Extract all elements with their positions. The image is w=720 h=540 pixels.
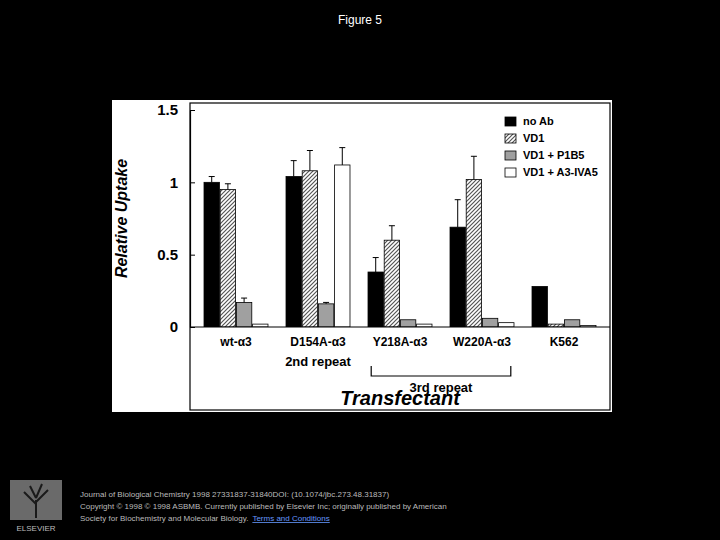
bar	[532, 286, 547, 327]
bar	[204, 182, 219, 327]
logo-emblem	[10, 480, 62, 520]
error-bar	[291, 161, 297, 177]
bar	[400, 320, 415, 327]
legend-swatch	[505, 117, 516, 126]
y-tick-mark	[190, 182, 195, 183]
x-tick-label: Y218A-α3	[373, 335, 428, 349]
bar	[384, 240, 399, 327]
logo-tree	[24, 484, 48, 518]
y-tick: 1.5	[157, 101, 195, 118]
y-tick-mark	[190, 255, 195, 256]
x-tick: wt-α3	[219, 327, 252, 349]
bar-series	[220, 151, 563, 327]
x-tick-label: K562	[550, 335, 579, 349]
y-tick-mark	[190, 110, 195, 111]
citation-line: Journal of Biological Chemistry 1998 273…	[80, 490, 389, 499]
legend-item: VD1	[505, 132, 544, 144]
bar	[286, 177, 301, 327]
y-tick: 1	[170, 174, 195, 191]
legend-swatch	[505, 134, 516, 143]
x-axis-title: Transfectant	[340, 387, 461, 409]
legend-swatch	[505, 168, 516, 177]
legend-item: VD1 + P1B5	[505, 149, 584, 161]
y-tick-label: 1.5	[157, 101, 178, 118]
x-tick-label: D154A-α3	[290, 335, 346, 349]
error-bar	[225, 184, 231, 190]
group-label: 2nd repeat	[285, 354, 351, 369]
background	[0, 0, 720, 540]
bar	[220, 190, 235, 327]
bracket	[371, 366, 511, 376]
error-bar	[471, 156, 477, 179]
y-axis: 0 0.5 1 1.5	[157, 101, 195, 335]
bar	[318, 304, 333, 327]
legend-label: VD1 + A3-IVA5	[523, 166, 598, 178]
y-tick-label: 1	[170, 174, 178, 191]
bar	[564, 320, 579, 327]
x-axis: wt-α3 D154A-α3 Y218A-α3 W220A-α3 K562	[190, 327, 610, 349]
x-axis-line	[190, 326, 610, 327]
legend: no Ab VD1 VD1 + P1B5 VD1 + A3-IVA5	[505, 115, 598, 178]
legend-swatch	[505, 151, 516, 160]
error-bar	[455, 200, 461, 227]
bar	[302, 171, 317, 327]
error-bar	[323, 302, 329, 303]
chart-image	[112, 100, 612, 412]
y-axis-title: Relative Uptake	[113, 159, 130, 278]
y-tick-label: 0.5	[157, 246, 178, 263]
citation-line: Society for Biochemistry and Molecular B…	[80, 514, 248, 523]
bar	[466, 179, 481, 327]
error-bar	[209, 177, 215, 183]
terms-link[interactable]: Terms and Conditions	[252, 514, 329, 523]
logo-text: ELSEVIER	[16, 524, 55, 533]
y-axis-line	[190, 111, 191, 328]
x-tick: K562	[550, 327, 579, 349]
legend-label: no Ab	[523, 115, 554, 127]
error-bar	[339, 148, 345, 165]
legend-item: VD1 + A3-IVA5	[505, 166, 598, 178]
x-tick: Y218A-α3	[373, 327, 428, 349]
error-bar	[307, 151, 313, 171]
x-tick: W220A-α3	[453, 327, 511, 349]
citation: Journal of Biological Chemistry 1998 273…	[80, 490, 447, 523]
bar	[368, 272, 383, 327]
y-tick: 0.5	[157, 246, 195, 263]
legend-label: VD1 + P1B5	[523, 149, 584, 161]
page-title: Figure 5	[338, 13, 382, 27]
x-tick-label: wt-α3	[219, 335, 252, 349]
bar	[335, 165, 350, 327]
citation-line: Copyright © 1998 © 1998 ASBMB. Currently…	[80, 502, 447, 511]
legend-label: VD1	[523, 132, 544, 144]
bar-series	[204, 161, 547, 327]
plot-frame	[190, 103, 610, 410]
error-bar	[373, 258, 379, 272]
bar-series	[236, 298, 579, 327]
x-tick: D154A-α3	[290, 327, 346, 349]
bar	[236, 302, 251, 327]
bar	[482, 318, 497, 327]
logo: ELSEVIER	[10, 480, 62, 533]
x-tick-label: W220A-α3	[453, 335, 511, 349]
legend-item: no Ab	[505, 115, 554, 127]
error-bar	[389, 226, 395, 240]
error-bar	[241, 298, 247, 302]
bar	[499, 323, 514, 327]
figure: Figure 5 0 0.5 1 1.5 wt-α3 D154A-α3 Y218A-α3 W22…	[0, 0, 720, 540]
y-tick-label: 0	[170, 318, 178, 335]
bar	[450, 227, 465, 327]
